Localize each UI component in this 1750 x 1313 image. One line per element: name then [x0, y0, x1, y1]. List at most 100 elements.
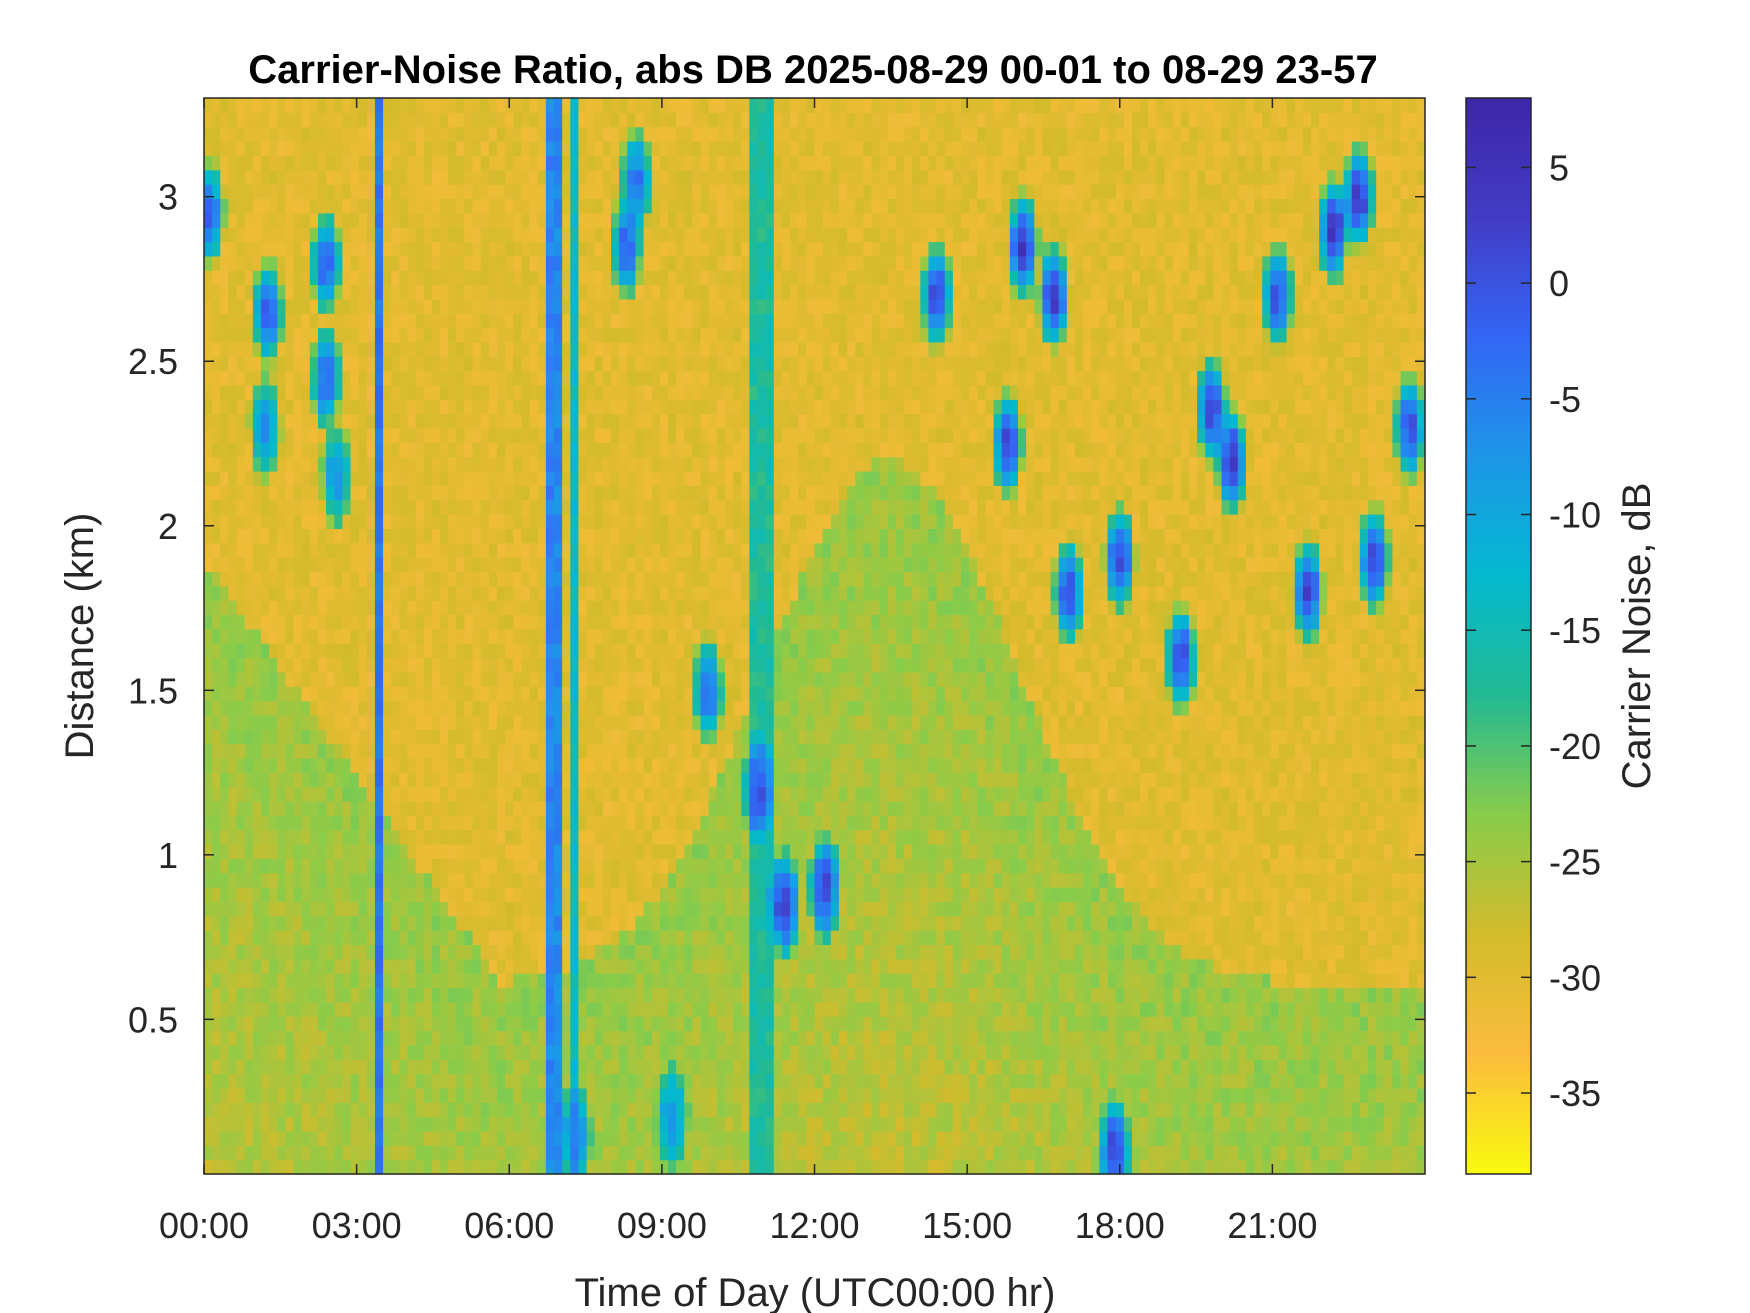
heatmap-cell — [562, 284, 571, 300]
heatmap-cell — [317, 1102, 327, 1118]
heatmap-cell — [391, 184, 400, 200]
heatmap-cell — [415, 844, 425, 859]
heatmap-cell — [269, 471, 278, 486]
heatmap-cell — [659, 829, 669, 845]
heatmap-cell — [497, 141, 506, 156]
heatmap-cell — [228, 1030, 238, 1046]
heatmap-cell — [277, 442, 286, 458]
heatmap-cell — [456, 600, 466, 616]
heatmap-cell — [293, 1001, 303, 1017]
heatmap-cell — [521, 958, 531, 974]
heatmap-cell — [505, 614, 514, 630]
heatmap-cell — [488, 614, 498, 630]
heatmap-cell — [448, 987, 457, 1003]
heatmap-cell — [391, 126, 400, 142]
heatmap-cell — [708, 298, 718, 314]
heatmap-cell — [326, 499, 335, 515]
heatmap-cell — [521, 212, 531, 228]
heatmap-cell — [293, 1044, 303, 1060]
heatmap-cell — [440, 1059, 449, 1075]
heatmap-cell — [724, 399, 734, 415]
heatmap-cell — [260, 973, 270, 989]
heatmap-cell — [334, 1159, 343, 1175]
heatmap-cell — [358, 399, 368, 415]
heatmap-cell — [505, 1130, 514, 1146]
heatmap-cell — [285, 729, 295, 745]
heatmap-cell — [700, 155, 710, 171]
heatmap-cell — [497, 1073, 506, 1089]
heatmap-cell — [293, 786, 303, 802]
heatmap-cell — [334, 255, 343, 271]
heatmap-cell — [627, 671, 637, 687]
heatmap-cell — [423, 471, 433, 486]
heatmap-cell — [505, 1145, 514, 1161]
heatmap-cell — [733, 456, 742, 472]
heatmap-cell — [578, 356, 588, 372]
heatmap-cell — [692, 1130, 702, 1146]
heatmap-cell — [399, 729, 409, 745]
heatmap-cell — [724, 757, 734, 773]
heatmap-cell — [716, 356, 726, 372]
heatmap-cell — [399, 1044, 409, 1060]
heatmap-cell — [643, 542, 653, 558]
heatmap-cell — [529, 1102, 539, 1118]
heatmap-cell — [456, 255, 466, 271]
heatmap-cell — [708, 643, 718, 659]
heatmap-cell — [651, 255, 661, 271]
heatmap-cell — [594, 485, 604, 501]
heatmap-cell — [423, 112, 433, 128]
heatmap-cell — [578, 815, 588, 831]
heatmap-cell — [293, 514, 303, 529]
heatmap-cell — [659, 184, 669, 200]
heatmap-cell — [676, 542, 685, 558]
heatmap-cell — [545, 98, 555, 113]
heatmap-cell — [684, 384, 693, 400]
heatmap-cell — [724, 958, 734, 974]
heatmap-cell — [627, 427, 637, 443]
heatmap-cell — [651, 1044, 661, 1060]
heatmap-cell — [537, 341, 547, 357]
heatmap-cell — [285, 270, 295, 286]
heatmap-cell — [733, 1016, 742, 1032]
heatmap-cell — [358, 528, 368, 544]
heatmap-cell — [554, 901, 563, 917]
heatmap-cell — [342, 671, 352, 687]
heatmap-cell — [423, 227, 433, 243]
heatmap-cell — [269, 858, 278, 874]
heatmap-cell — [383, 772, 392, 788]
heatmap-cell — [488, 786, 498, 802]
heatmap-cell — [244, 657, 254, 673]
heatmap-cell — [692, 643, 702, 659]
heatmap-cell — [366, 973, 376, 989]
heatmap-cell — [301, 600, 311, 616]
heatmap-cell — [423, 427, 433, 443]
heatmap-cell — [293, 126, 303, 142]
heatmap-cell — [505, 327, 514, 343]
heatmap-cell — [619, 973, 628, 989]
heatmap-cell — [651, 600, 661, 616]
heatmap-cell — [733, 356, 742, 372]
heatmap-cell — [497, 270, 506, 286]
heatmap-cell — [236, 944, 246, 960]
heatmap-cell — [676, 327, 685, 343]
heatmap-cell — [733, 671, 742, 687]
heatmap-cell — [309, 442, 319, 458]
heatmap-cell — [342, 958, 352, 974]
heatmap-cell — [716, 413, 726, 429]
heatmap-cell — [480, 313, 490, 329]
heatmap-cell — [269, 327, 278, 343]
heatmap-cell — [554, 872, 563, 888]
heatmap-cell — [236, 284, 246, 300]
heatmap-cell — [521, 743, 531, 759]
heatmap-cell — [204, 227, 213, 243]
heatmap-cell — [570, 284, 580, 300]
heatmap-cell — [505, 485, 514, 501]
heatmap-cell — [505, 887, 514, 903]
heatmap-cell — [488, 557, 498, 573]
heatmap-cell — [545, 384, 555, 400]
heatmap-cell — [643, 686, 653, 702]
heatmap-cell — [301, 1145, 311, 1161]
heatmap-cell — [415, 1102, 425, 1118]
heatmap-cell — [204, 700, 213, 716]
heatmap-cell — [692, 600, 702, 616]
